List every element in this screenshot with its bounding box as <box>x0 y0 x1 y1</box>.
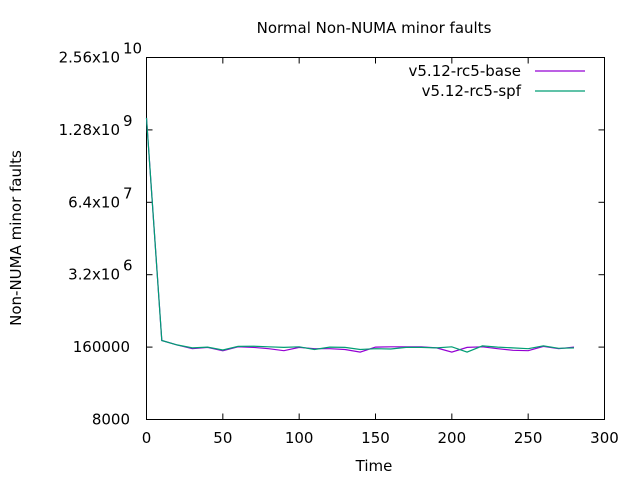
series-line-v5-12-rc5-spf <box>145 117 575 353</box>
y-tick-label-base: 3.2x10 <box>68 266 120 284</box>
y-tick-label-base: 6.4x10 <box>68 193 120 211</box>
y-axis-label: Non-NUMA minor faults <box>7 150 25 326</box>
y-tick-label: 8000 <box>92 411 130 429</box>
series-line-v5-12-rc5-base <box>145 117 575 353</box>
y-tick-label-exponent: 7 <box>123 184 133 202</box>
y-tick-label-exponent: 10 <box>123 40 142 58</box>
x-tick-label: 50 <box>213 429 232 447</box>
chart-title: Normal Non-NUMA minor faults <box>257 19 492 37</box>
series-lines <box>145 117 575 353</box>
y-tick-label-base: 2.56x10 <box>59 49 120 67</box>
x-tick-label: 0 <box>142 429 152 447</box>
y-tick-label-exponent: 9 <box>123 112 133 130</box>
y-tick-label: 160000 <box>73 338 130 356</box>
y-tick-label: 6.4x10 <box>68 193 120 211</box>
x-tick-label: 100 <box>285 429 314 447</box>
x-tick-labels: 0 50 100 150 200 250 300 <box>142 429 619 447</box>
y-tick-label: 1.28x10 <box>59 121 120 139</box>
plot-frame <box>146 57 605 420</box>
y-tick-label-base: 8000 <box>92 411 130 429</box>
y-tick-label-base: 1.28x10 <box>59 121 120 139</box>
legend: v5.12-rc5-base v5.12-rc5-spf <box>409 62 585 100</box>
y-tick-label: 2.56x10 <box>59 49 120 67</box>
legend-label: v5.12-rc5-base <box>409 62 522 80</box>
y-tick-labels: 8000 160000 3.2x10 6 6.4x10 7 1.28x10 9 2.56x10 1… <box>59 40 142 429</box>
x-axis-label: Time <box>355 457 393 475</box>
y-tick-label: 3.2x10 <box>68 266 120 284</box>
x-tick-label: 150 <box>361 429 390 447</box>
y-tick-label-base: 160000 <box>73 338 130 356</box>
x-tick-label: 300 <box>590 429 619 447</box>
legend-label: v5.12-rc5-spf <box>422 82 522 100</box>
axis-ticks <box>146 57 605 420</box>
x-tick-label: 200 <box>438 429 467 447</box>
y-tick-label-exponent: 6 <box>123 257 133 275</box>
x-tick-label: 250 <box>514 429 543 447</box>
